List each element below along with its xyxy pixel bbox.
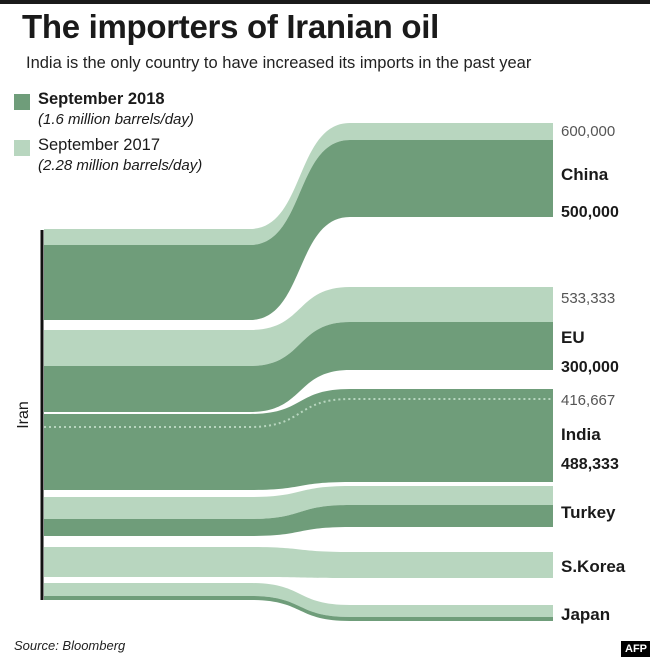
source-label-iran: Iran [15,401,32,429]
value-2018-india: 488,333 [561,456,619,473]
country-label-eu: EU [561,328,585,347]
country-label-india: India [561,425,601,444]
flow-bands [44,123,553,621]
band-2018-japan [44,596,553,621]
band-2018-china [44,140,553,320]
band-2017-china [44,123,553,245]
value-2018-eu: 300,000 [561,359,619,376]
band-2017-s-korea [44,547,553,578]
band-2018-eu [44,322,553,412]
value-2018-china: 500,000 [561,204,619,221]
legend-swatch-2017 [14,140,30,156]
country-label-japan: Japan [561,605,610,624]
flow-labels: China 600,000 500,000 EU 533,333 300,000 India… [561,123,626,624]
country-label-turkey: Turkey [561,503,616,522]
legend-sub-2017: (2.28 million barrels/day) [38,157,203,174]
legend-swatch-2018 [14,94,30,110]
band-2017-japan [44,583,553,617]
legend-label-2018: September 2018 [38,90,165,108]
band-2018-india [44,389,553,490]
legend-sub-2018: (1.6 million barrels/day) [38,111,194,128]
band-2018-turkey [44,505,553,536]
value-2017-india: 416,667 [561,392,615,409]
chart-title: The importers of Iranian oil [22,8,439,45]
value-2017-eu: 533,333 [561,290,615,307]
band-2017-turkey [44,486,553,519]
chart-subtitle: India is the only country to have increa… [26,54,532,72]
legend-label-2017: September 2017 [38,136,161,154]
agency-logo: AFP [621,641,650,657]
country-label-s-korea: S.Korea [561,557,626,576]
country-label-china: China [561,165,609,184]
value-2017-china: 600,000 [561,123,615,140]
source-note: Source: Bloomberg [14,638,126,653]
top-rule [0,0,650,4]
band-2017-eu [44,287,553,366]
